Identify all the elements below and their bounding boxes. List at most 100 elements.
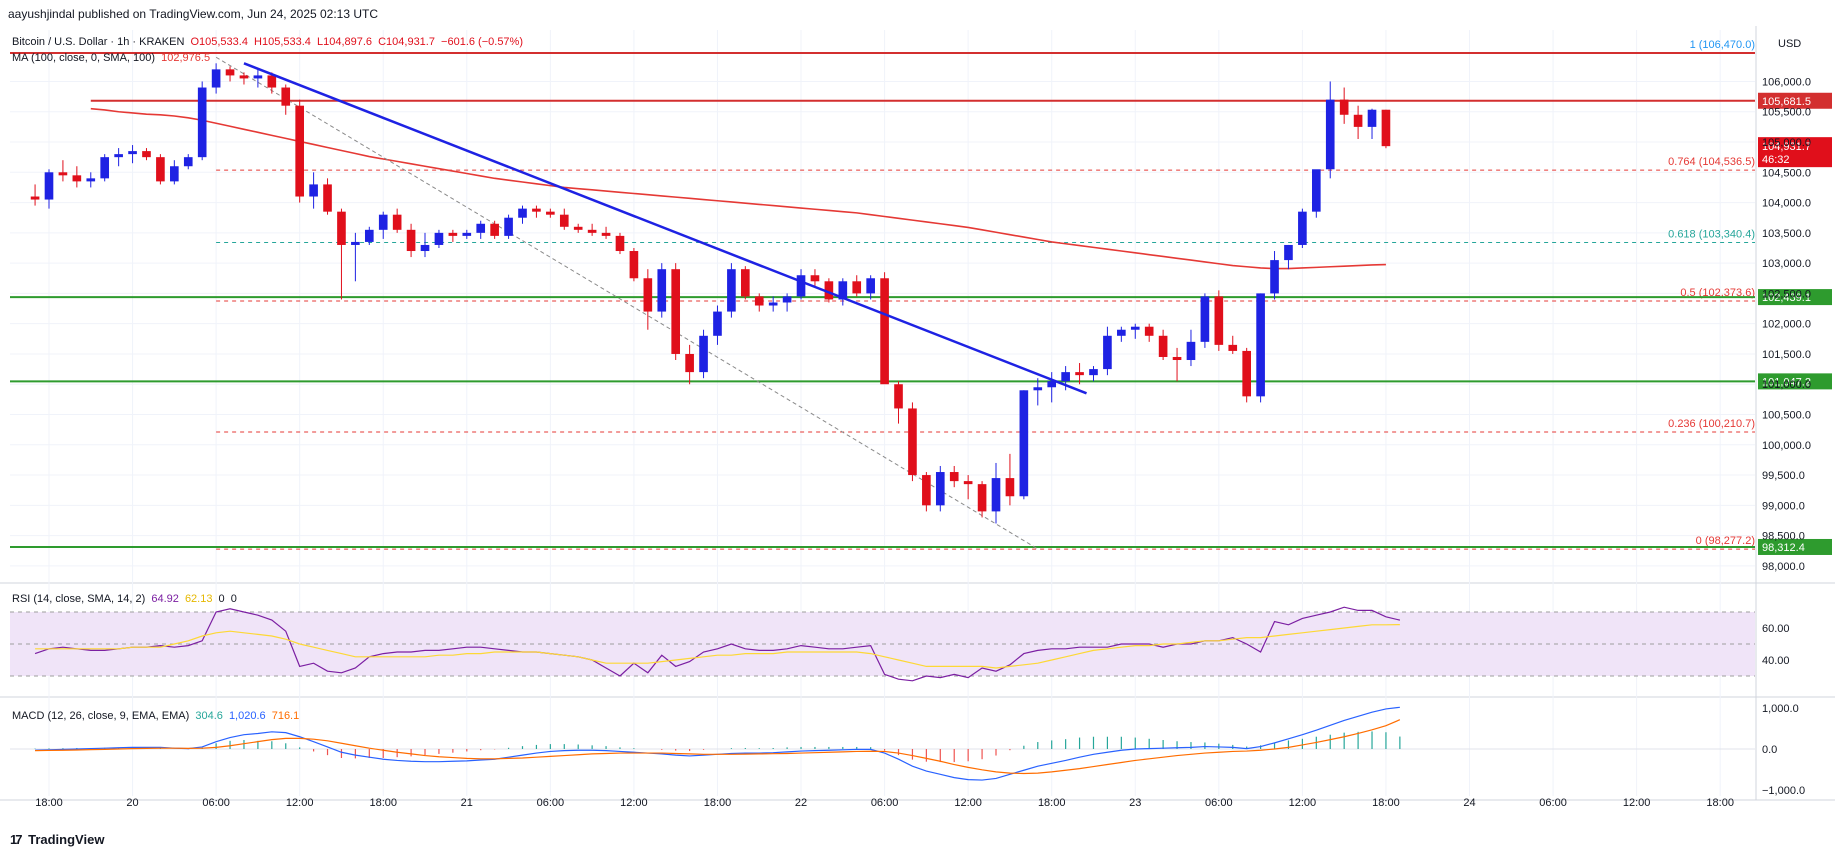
macd-tick-label: −1,000.0 [1762,785,1805,797]
fib-level-label: 0.236 (100,210.7) [1668,418,1755,430]
rsi-legend[interactable]: RSI (14, close, SMA, 14, 2) 64.92 62.13 … [12,593,240,605]
candle-body [643,278,653,312]
candle-body [894,384,903,409]
fib-diagonal-line [215,56,1039,550]
candle-body [838,281,848,300]
fib-level-label: 0.5 (102,373.6) [1680,287,1755,299]
time-tick-label: 18:00 [35,797,63,809]
symbol-legend[interactable]: Bitcoin / U.S. Dollar · 1h · KRAKEN O105… [12,36,526,48]
candle-body [420,244,430,252]
candle-body [128,151,137,155]
candle-body [72,175,82,182]
time-tick-label: 06:00 [1205,797,1233,809]
rsi-pane: 40.00 60.00 [10,606,1790,682]
candle-body [782,296,792,303]
macd-legend-macd: 1,020.6 [228,710,266,722]
candle-body [727,269,736,312]
candle-body [1005,478,1015,497]
candle-body [100,157,110,179]
time-tick-label: 18:00 [369,797,397,809]
tradingview-logo[interactable]: 17 TradingView [10,832,104,847]
candles [30,63,1391,524]
macd-legend[interactable]: MACD (12, 26, close, 9, EMA, EMA) 304.6 … [12,710,302,722]
rsi-ma-line [35,623,1400,669]
candle-body [1130,326,1140,330]
candle-body [1061,372,1070,382]
candle-body [1089,369,1098,376]
candle-body [156,157,165,182]
rsi-legend-value: 64.92 [151,593,179,605]
candle-body [657,269,667,312]
tradingview-logo-mark: 17 [10,832,23,847]
price-tick-label: 104,500.0 [1762,167,1811,179]
ohlc-close: C104,931.7 [378,36,435,48]
candle-body [267,75,277,88]
rsi-legend-ma: 62.13 [184,593,213,605]
time-tick-label: 06:00 [1539,797,1567,809]
price-tick-label: 103,500.0 [1762,228,1811,240]
time-tick-label: 18:00 [1372,797,1400,809]
candle-body [991,478,1001,512]
candle-body [922,475,931,506]
price-tick-label: 102,500.0 [1762,288,1811,300]
candle-body [1228,344,1238,351]
candle-body [351,241,360,245]
candle-body [364,229,374,242]
candle-body [30,196,40,200]
time-tick-label: 21 [461,797,473,809]
candle-body [601,232,611,236]
fib-levels: 0.764 (104,536.5) 0.618 (103,340.4) 0.5 (1… [216,156,1755,550]
price-tick-label: 101,500.0 [1762,349,1811,361]
time-tick-label: 06:00 [871,797,899,809]
rsi-line [34,606,1401,682]
last-price-tag-bg [1758,137,1832,168]
fib-top-label: 1 (106,470.0) [1690,39,1755,51]
ohlc-change: −601.6 (−0.57%) [441,36,523,48]
ohlc-high: H105,533.4 [254,36,311,48]
rsi-tick-label: 40.00 [1762,655,1790,667]
macd-signal-line [35,719,1401,775]
macd-tick-label: 1,000.0 [1762,703,1799,715]
candle-body [86,178,96,182]
rsi-legend-extra2: 0 [230,593,237,605]
candle-body [1047,381,1057,388]
candle-body [768,302,778,306]
candle-body [406,229,416,252]
candle-body [685,353,694,373]
price-tick-label: 100,500.0 [1762,410,1811,422]
rsi-tick-label: 60.00 [1762,623,1790,635]
price-tag-label: 105,681.5 [1762,96,1811,108]
price-tick-label: 103,000.0 [1762,258,1811,270]
ma-legend[interactable]: MA (100, close, 0, SMA, 100) 102,976.5 [12,52,213,64]
candle-body [977,484,987,512]
time-tick-label: 20 [126,797,138,809]
candle-body [908,408,917,476]
fib-level-label: 0 (98,277.2) [1696,535,1755,547]
candle-body [518,208,527,218]
last-price-label: 104,931.7 [1762,141,1811,153]
candle-body [183,157,193,167]
ma100-line [90,107,1386,270]
candle-body [699,335,708,373]
currency-label[interactable]: USD [1778,38,1802,50]
candle-body [754,296,764,306]
candle-body [1144,326,1154,336]
time-tick-label: 12:00 [1623,797,1651,809]
candle-body [378,214,388,230]
candle-body [963,481,973,485]
candle-body [796,275,806,297]
time-tick-label: 12:00 [1289,797,1317,809]
time-tick-label: 12:00 [620,797,648,809]
time-tick-label: 12:00 [954,797,982,809]
candle-body [949,472,959,482]
candle-body [58,172,68,176]
price-tag-label: 101,047.2 [1762,376,1811,388]
symbol-name: Bitcoin / U.S. Dollar · 1h · KRAKEN [12,36,185,48]
candle-body [935,472,945,506]
candle-body [434,232,444,245]
time-tick-label: 18:00 [1038,797,1066,809]
candle-body [142,151,151,158]
candle-body [559,214,569,227]
rsi-legend-extra1: 0 [218,593,225,605]
candle-body [295,105,304,197]
